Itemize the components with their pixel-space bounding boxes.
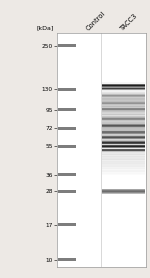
Text: [kDa]: [kDa]: [37, 26, 54, 31]
Text: TACC3: TACC3: [119, 13, 138, 32]
Text: Control: Control: [85, 11, 106, 32]
